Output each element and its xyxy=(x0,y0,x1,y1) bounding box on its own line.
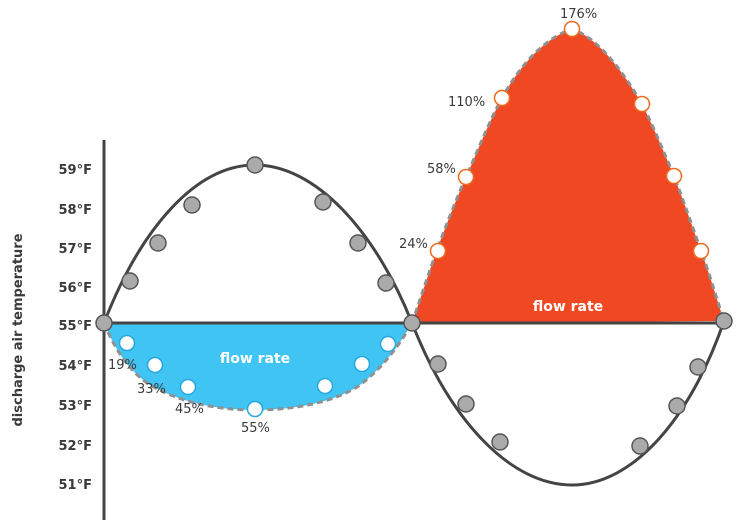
heating-marker xyxy=(457,168,475,186)
curve-marker xyxy=(314,193,332,211)
curve-marker xyxy=(183,196,201,214)
cooling-region-label: flow rate xyxy=(220,351,290,367)
cooling-marker xyxy=(146,356,164,374)
cooling-marker xyxy=(379,335,397,353)
tick-label-56f: 56°F xyxy=(59,281,92,296)
tick-label-53f: 53°F xyxy=(59,399,92,414)
tick-label-57f: 57°F xyxy=(59,242,92,257)
heating-marker xyxy=(665,167,683,185)
curve-marker xyxy=(429,355,447,373)
curve-marker xyxy=(457,395,475,413)
tick-label-59f: 59°F xyxy=(59,163,92,178)
cooling-pct-label: 19% xyxy=(108,358,137,373)
heating-flow-region xyxy=(412,29,724,323)
cooling-pct-label: 45% xyxy=(175,402,204,417)
curve-marker xyxy=(668,397,686,415)
curve-marker xyxy=(377,274,395,292)
cooling-marker xyxy=(353,355,371,373)
cooling-marker xyxy=(179,378,197,396)
heating-marker xyxy=(692,242,710,260)
curve-markers xyxy=(95,156,733,455)
heating-pct-label: 24% xyxy=(399,237,428,252)
tick-label-51f: 51°F xyxy=(59,478,92,493)
curve-marker xyxy=(631,437,649,455)
curve-marker xyxy=(349,234,367,252)
heating-pct-label: 176% xyxy=(560,7,597,22)
heating-markers xyxy=(429,20,710,260)
curve-marker xyxy=(121,272,139,290)
cooling-markers xyxy=(118,334,397,418)
cooling-marker xyxy=(316,377,334,395)
cooling-marker xyxy=(246,400,264,418)
heating-pct-label: 58% xyxy=(427,162,456,177)
y-axis-title: discharge air temperature xyxy=(11,233,26,426)
tick-label-58f: 58°F xyxy=(59,203,92,218)
heating-marker xyxy=(563,20,581,38)
curve-marker xyxy=(689,358,707,376)
heating-marker xyxy=(633,95,651,113)
cooling-pct-label: 33% xyxy=(137,382,166,397)
curve-marker xyxy=(149,234,167,252)
curve-marker xyxy=(246,156,264,174)
cooling-pct-label: 55% xyxy=(241,421,270,436)
heating-pct-label: 110% xyxy=(448,95,485,110)
heating-marker xyxy=(493,89,511,107)
tick-label-55f: 55°F xyxy=(59,319,92,334)
curve-marker xyxy=(715,312,733,330)
cooling-dashed-outline xyxy=(102,322,414,412)
heating-region-label: flow rate xyxy=(533,299,603,315)
curve-marker xyxy=(95,314,113,332)
curve-marker xyxy=(403,314,421,332)
cooling-marker xyxy=(118,334,136,352)
curve-marker xyxy=(491,433,509,451)
tick-label-52f: 52°F xyxy=(59,439,92,454)
heating-marker xyxy=(429,242,447,260)
tick-label-54f: 54°F xyxy=(59,359,92,374)
